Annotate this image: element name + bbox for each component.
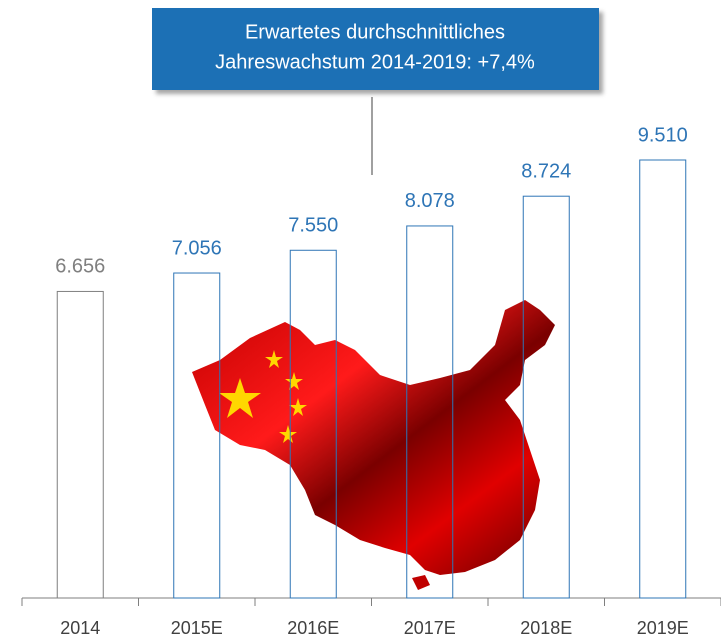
x-tick-label: 2014 [60,618,100,638]
value-label: 8.078 [405,190,455,212]
callout-box [152,8,599,90]
bar [406,225,454,599]
bar [522,195,570,599]
bar [173,272,221,599]
x-tick-label: 2018E [520,618,572,638]
callout-text: Erwartetes durchschnittliches [245,21,505,43]
x-tick-label: 2017E [404,618,456,638]
x-tick-label: 2015E [171,618,223,638]
bar [289,249,337,599]
value-label: 7.056 [172,237,222,259]
bar [56,290,104,599]
bar [639,159,687,599]
value-label: 6.656 [55,256,105,278]
china-map [192,300,555,590]
callout-text: Jahreswachstum 2014-2019: +7,4% [215,51,535,73]
x-tick-label: 2019E [637,618,689,638]
value-label: 8.724 [521,160,571,182]
value-label: 9.510 [638,124,688,146]
x-tick-label: 2016E [287,618,339,638]
value-label: 7.550 [288,215,338,237]
